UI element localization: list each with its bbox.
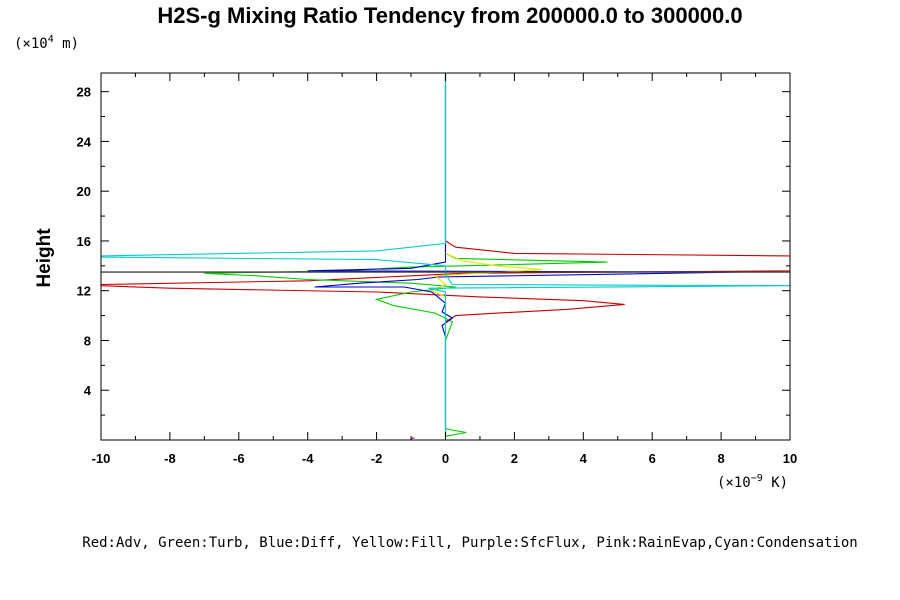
x-tick-label: -2 <box>371 451 383 466</box>
x-tick-label: 6 <box>649 451 656 466</box>
y-tick-label: 16 <box>77 234 91 249</box>
series-sfcflux-line <box>410 436 415 440</box>
y-axis-unit: (×104 m) <box>14 34 79 52</box>
y-tick-label: 8 <box>84 333 91 348</box>
x-tick-label: -4 <box>302 451 314 466</box>
x-tick-label: 0 <box>442 451 449 466</box>
y-tick-label: 24 <box>77 134 92 149</box>
chart-title: H2S-g Mixing Ratio Tendency from 200000.… <box>157 3 742 28</box>
x-tick-label: 8 <box>717 451 724 466</box>
legend: Red:Adv, Green:Turb, Blue:Diff, Yellow:F… <box>82 535 857 551</box>
series-diff-line <box>307 73 739 434</box>
series-turb-line <box>204 73 608 437</box>
x-tick-label: -10 <box>92 451 111 466</box>
x-tick-label: 4 <box>580 451 588 466</box>
x-tick-label: 2 <box>511 451 518 466</box>
x-axis-unit: (×10−9 K) <box>717 473 788 491</box>
y-tick-label: 12 <box>77 284 91 299</box>
y-tick-label: 4 <box>84 383 92 398</box>
series-adv-line <box>101 73 790 437</box>
x-tick-label: -6 <box>233 451 245 466</box>
x-tick-label: -8 <box>164 451 176 466</box>
y-tick-label: 20 <box>77 184 91 199</box>
x-tick-label: 10 <box>783 451 797 466</box>
y-axis-label: Height <box>34 228 55 288</box>
y-tick-label: 28 <box>77 85 91 100</box>
series-condensation-line <box>101 73 790 438</box>
plot-area <box>101 73 790 440</box>
